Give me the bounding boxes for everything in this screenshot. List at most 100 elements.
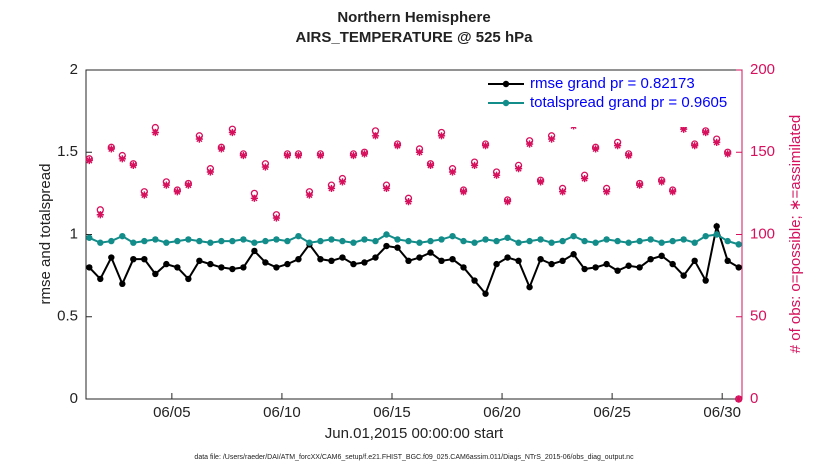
point: [207, 239, 214, 246]
assimilated-marker: [217, 145, 225, 153]
chart-title: Northern Hemisphere: [337, 9, 490, 26]
point: [625, 262, 632, 269]
point: [702, 277, 709, 284]
assimilated-marker: [195, 135, 203, 143]
point: [603, 236, 610, 243]
assimilated-marker: [250, 194, 259, 202]
x-tick-label: 06/20: [483, 404, 521, 421]
point: [317, 237, 324, 245]
point: [207, 260, 214, 268]
point: [108, 254, 115, 261]
point: [196, 257, 203, 265]
point: [306, 239, 313, 246]
point: [559, 237, 566, 245]
assimilated-marker: [206, 168, 214, 176]
point: [493, 237, 500, 245]
point: [669, 260, 676, 268]
point: [196, 237, 203, 245]
assimilated-marker: [702, 128, 710, 137]
assimilated-marker: [228, 128, 236, 137]
point: [86, 264, 93, 271]
x-axis-label: Jun.01,2015 00:00:00 start: [325, 425, 504, 442]
assimilated-marker: [536, 178, 545, 186]
assimilated-marker: [360, 150, 369, 158]
assimilated-marker: [470, 161, 479, 170]
point: [515, 257, 522, 265]
assimilated-marker: [558, 188, 567, 196]
point: [405, 237, 412, 245]
point: [625, 239, 632, 246]
assimilated-marker: [658, 178, 666, 186]
point: [284, 260, 291, 268]
point: [185, 236, 192, 243]
point: [372, 254, 379, 261]
x-tick-label: 06/05: [153, 404, 191, 421]
point: [97, 239, 104, 246]
assimilated-marker: [603, 188, 611, 196]
point: [471, 277, 478, 284]
assimilated-marker: [316, 151, 325, 160]
point: [372, 237, 379, 245]
point: [471, 239, 478, 246]
point: [636, 237, 643, 245]
point: [449, 255, 456, 263]
point: [163, 239, 170, 246]
assimilated-marker: [492, 171, 501, 179]
y2-axis-label: # of obs: o=possible; ∗=assimilated: [787, 115, 804, 354]
point: [174, 237, 181, 245]
point: [669, 237, 676, 245]
point: [416, 254, 423, 261]
point: [141, 255, 148, 263]
point: [592, 264, 599, 271]
assimilated-marker: [691, 142, 699, 150]
point: [152, 270, 159, 278]
point: [174, 264, 181, 271]
point: [559, 257, 566, 265]
point: [713, 223, 720, 230]
y2-tick-label: 100: [750, 225, 775, 242]
point: [284, 237, 291, 245]
y-tick-label: 0: [70, 390, 78, 407]
point: [328, 236, 335, 243]
point: [735, 264, 742, 271]
point: [504, 254, 511, 261]
assimilated-marker: [151, 128, 159, 137]
y-axis-label: rmse and totalspread: [37, 164, 54, 305]
assimilated-marker: [305, 191, 314, 199]
point: [636, 264, 643, 271]
assimilated-marker: [261, 163, 270, 171]
point: [350, 239, 357, 246]
point: [614, 237, 621, 245]
point: [702, 232, 709, 240]
point: [152, 236, 159, 243]
point: [735, 241, 742, 248]
legend-label: totalspread grand pr = 0.9605: [530, 94, 727, 111]
point: [394, 236, 401, 243]
point: [548, 260, 555, 268]
point: [361, 259, 368, 266]
point: [405, 257, 412, 265]
point: [295, 255, 302, 263]
point: [273, 236, 280, 243]
point: [603, 260, 610, 268]
point: [427, 249, 434, 256]
assimilated-marker: [371, 132, 380, 140]
assimilated-marker: [459, 188, 468, 196]
point: [614, 267, 621, 274]
assimilated-marker: [85, 156, 93, 165]
point: [647, 236, 654, 243]
assimilated-marker: [327, 184, 336, 193]
assimilated-marker: [162, 181, 170, 189]
point: [537, 255, 544, 263]
point: [460, 237, 467, 245]
point: [691, 257, 698, 265]
assimilated-marker: [382, 184, 391, 193]
point: [97, 275, 104, 283]
y2-tick-label: 150: [750, 143, 775, 160]
y2-tick-label: 50: [750, 308, 767, 325]
assimilated-marker: [96, 211, 104, 219]
y-tick-label: 0.5: [57, 308, 78, 325]
point: [86, 234, 93, 241]
y-tick-label: 1: [70, 225, 78, 242]
